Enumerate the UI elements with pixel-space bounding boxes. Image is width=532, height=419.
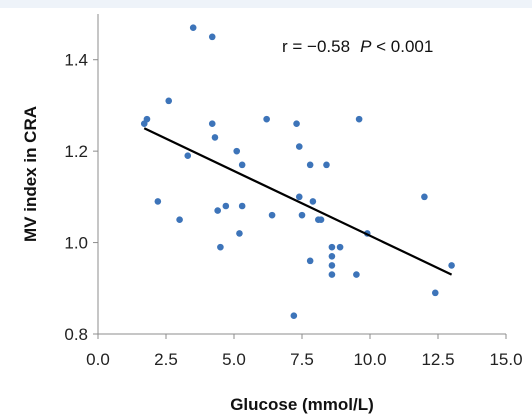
data-point xyxy=(208,120,216,128)
data-point xyxy=(306,161,314,169)
data-point xyxy=(448,262,455,269)
data-point xyxy=(323,161,330,169)
y-ticks-group: 0.8 1.0 1.2 1.4 xyxy=(64,51,98,344)
x-axis-title: Glucose (mmol/L) xyxy=(230,395,374,414)
data-point xyxy=(328,262,336,269)
data-point xyxy=(268,211,276,219)
data-point xyxy=(238,202,246,210)
data-point xyxy=(328,271,336,278)
x-ticks-group: 0.0 2.5 5.0 7.5 10.0 12.5 15.0 xyxy=(86,334,523,369)
data-point xyxy=(353,271,360,278)
trendline-group xyxy=(143,127,453,276)
y-axis-title: MV index in CRA xyxy=(21,106,40,242)
y-tick-label: 0.8 xyxy=(64,325,88,344)
data-point xyxy=(165,97,173,105)
data-point xyxy=(184,152,192,160)
data-point xyxy=(290,312,298,320)
x-tick-label: 15.0 xyxy=(489,350,522,369)
data-point xyxy=(293,120,300,128)
data-point xyxy=(208,33,216,41)
correlation-r-text: r = −0.58 xyxy=(282,37,350,56)
data-point xyxy=(214,207,221,214)
data-point xyxy=(222,202,230,210)
data-point xyxy=(189,24,197,32)
correlation-annotation: r = −0.58 P < 0.001 xyxy=(282,37,433,56)
x-tick-label: 0.0 xyxy=(86,350,110,369)
data-point xyxy=(263,115,270,123)
data-point xyxy=(328,243,336,251)
x-tick-label: 10.0 xyxy=(353,350,386,369)
data-point xyxy=(154,198,162,205)
data-point xyxy=(233,147,241,155)
data-point xyxy=(306,257,314,265)
x-tick-label: 5.0 xyxy=(222,350,246,369)
data-point xyxy=(355,115,363,123)
data-point xyxy=(295,193,303,201)
data-point xyxy=(176,216,183,224)
data-point xyxy=(336,243,344,251)
p-value-text: < 0.001 xyxy=(371,37,433,56)
axes-group xyxy=(97,14,506,335)
trendline xyxy=(143,127,453,276)
x-tick-label: 7.5 xyxy=(290,350,314,369)
y-tick-label: 1.2 xyxy=(64,142,88,161)
data-points-group xyxy=(140,24,455,320)
data-point xyxy=(211,134,219,141)
x-tick-label: 2.5 xyxy=(154,350,178,369)
data-point xyxy=(317,216,325,224)
y-tick-label: 1.0 xyxy=(64,234,88,253)
x-tick-label: 12.5 xyxy=(421,350,454,369)
data-point xyxy=(217,243,224,251)
data-point xyxy=(421,193,428,201)
y-tick-label: 1.4 xyxy=(64,51,88,70)
data-point xyxy=(238,161,246,169)
data-point xyxy=(295,143,303,150)
data-point xyxy=(143,115,151,123)
data-point xyxy=(431,289,439,297)
data-point xyxy=(298,211,306,219)
data-point xyxy=(236,230,243,237)
data-point xyxy=(309,198,317,205)
data-point xyxy=(328,252,336,260)
p-value-symbol: P xyxy=(360,37,372,56)
top-background-band xyxy=(0,0,532,8)
